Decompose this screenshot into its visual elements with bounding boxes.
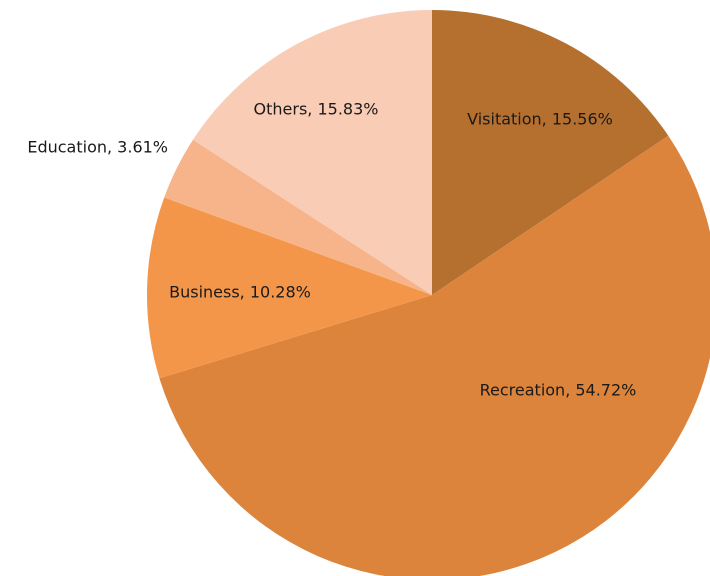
- data-label: Visitation, 15.56%: [467, 110, 613, 129]
- pie-slice: [159, 135, 710, 576]
- pie-slice: [164, 139, 432, 295]
- data-label: Recreation, 54.72%: [480, 381, 637, 400]
- data-label: Education, 3.61%: [27, 138, 168, 157]
- data-label: Others, 15.83%: [254, 100, 379, 119]
- data-label: Business, 10.28%: [169, 283, 311, 302]
- pie-slice: [432, 10, 669, 295]
- pie-slice: [147, 197, 432, 379]
- pie-slice: [193, 10, 432, 295]
